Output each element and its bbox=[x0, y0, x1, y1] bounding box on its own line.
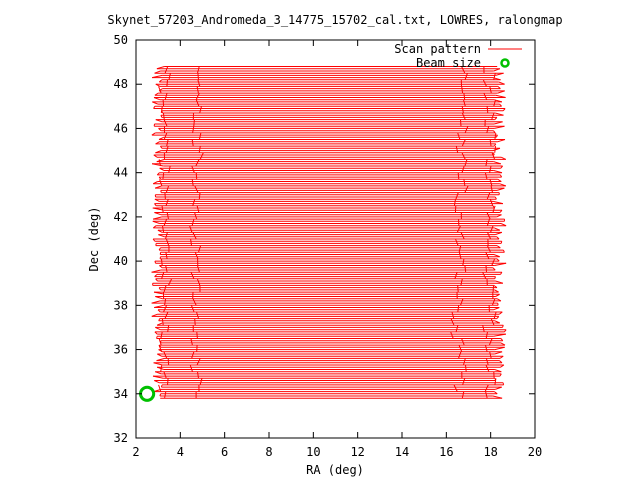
scan-edge-strand bbox=[466, 365, 467, 372]
scan-edge-strand bbox=[168, 378, 169, 385]
scan-turnaround bbox=[155, 261, 156, 263]
y-axis-label: Dec (deg) bbox=[87, 206, 101, 271]
scan-turnaround bbox=[160, 394, 161, 396]
x-tick-label: 12 bbox=[350, 445, 364, 459]
y-tick-label: 34 bbox=[114, 387, 128, 401]
scan-turnaround bbox=[503, 383, 504, 385]
scan-edge-strand bbox=[195, 319, 196, 326]
x-axis-label: RA (deg) bbox=[306, 463, 364, 477]
x-tick-label: 18 bbox=[483, 445, 497, 459]
legend-label-scan-pattern: Scan pattern bbox=[394, 42, 481, 56]
x-tick-label: 14 bbox=[395, 445, 409, 459]
x-tick-label: 4 bbox=[177, 445, 184, 459]
y-tick-label: 46 bbox=[114, 121, 128, 135]
scan-edge-strand bbox=[461, 120, 462, 127]
scan-edge-strand bbox=[196, 173, 197, 180]
legend-label-beam-size: Beam size bbox=[416, 56, 481, 70]
y-tick-label: 48 bbox=[114, 77, 128, 91]
scan-turnaround bbox=[161, 385, 162, 387]
y-tick-label: 40 bbox=[114, 254, 128, 268]
x-tick-label: 8 bbox=[265, 445, 272, 459]
chart-title: Skynet_57203_Andromeda_3_14775_15702_cal… bbox=[107, 13, 562, 27]
scan-edge-strand bbox=[197, 332, 198, 339]
scan-edge-strand bbox=[194, 120, 195, 127]
scan-edge-strand bbox=[486, 266, 487, 273]
y-tick-label: 44 bbox=[114, 166, 128, 180]
scan-edge-strand bbox=[458, 173, 459, 180]
x-tick-label: 16 bbox=[439, 445, 453, 459]
scan-edge-strand bbox=[199, 193, 200, 200]
y-tick-label: 50 bbox=[114, 33, 128, 47]
y-tick-label: 38 bbox=[114, 298, 128, 312]
scan-edge-strand bbox=[458, 285, 459, 292]
scan-edge-strand bbox=[165, 193, 166, 200]
scan-edge-strand bbox=[487, 106, 488, 113]
scan-turnaround bbox=[157, 336, 158, 338]
x-tick-label: 2 bbox=[132, 445, 139, 459]
x-tick-label: 20 bbox=[528, 445, 542, 459]
scan-edge-strand bbox=[167, 80, 168, 87]
scan-turnaround bbox=[501, 241, 502, 243]
scan-edge-strand bbox=[162, 259, 163, 266]
scan-turnaround bbox=[494, 153, 495, 155]
scan-edge-strand bbox=[163, 100, 164, 107]
y-tick-label: 32 bbox=[114, 431, 128, 445]
x-tick-label: 10 bbox=[306, 445, 320, 459]
scan-edge-strand bbox=[198, 73, 199, 80]
x-tick-label: 6 bbox=[221, 445, 228, 459]
y-tick-label: 36 bbox=[114, 343, 128, 357]
y-tick-label: 42 bbox=[114, 210, 128, 224]
